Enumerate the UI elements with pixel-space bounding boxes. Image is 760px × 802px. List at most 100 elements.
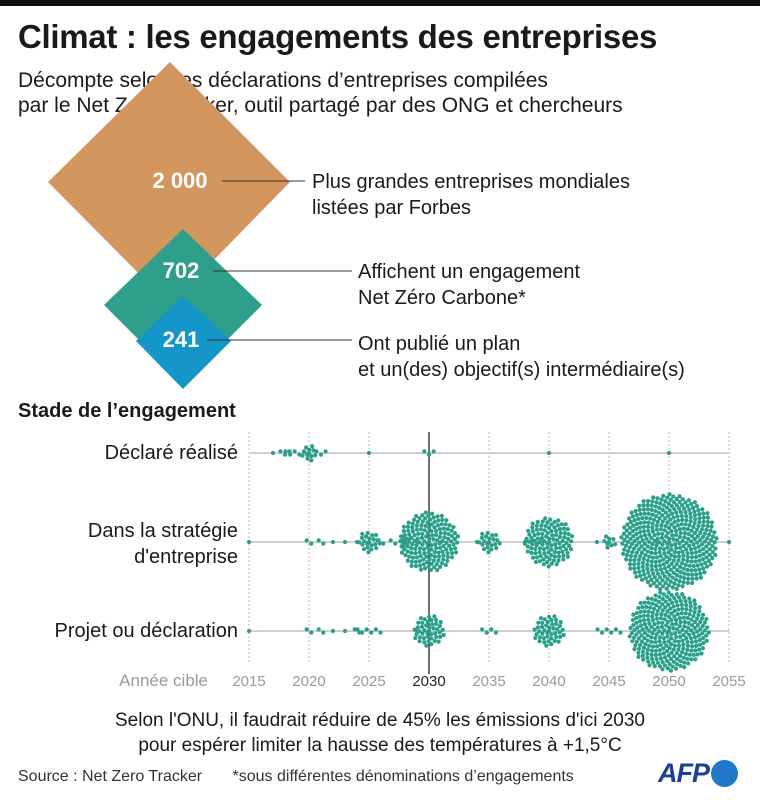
dot-1-2040-74 xyxy=(544,560,550,565)
dot-2-2050-1 xyxy=(665,630,670,635)
dot-1-2030-127 xyxy=(400,538,405,543)
dot-2-2050-238 xyxy=(697,609,702,614)
dot-2-2050-70 xyxy=(665,609,670,614)
dot-2-2050-99 xyxy=(676,607,681,612)
dot-1-2050-101 xyxy=(646,528,651,533)
dot-1-2050-212 xyxy=(700,534,705,540)
dot-1-2050-116 xyxy=(657,563,663,568)
dot-2-2050-134 xyxy=(677,653,683,658)
dot-0-2018-1 xyxy=(282,452,288,457)
dot-1-2040-44 xyxy=(552,525,557,530)
dot-1-2040-37 xyxy=(556,550,561,555)
dot-2-2050-288 xyxy=(706,630,711,635)
dot-1-2035-4 xyxy=(482,539,487,544)
dot-1-2050-397 xyxy=(637,503,642,508)
dot-1-2050-238 xyxy=(697,520,702,525)
dot-2-2050-41 xyxy=(658,616,664,621)
dot-1-2040-83 xyxy=(540,519,545,524)
dot-1-2050-262 xyxy=(700,557,706,562)
dot-1-2050-139 xyxy=(689,555,695,560)
dot-1-2030-20 xyxy=(420,531,425,537)
dot-1-2050-113 xyxy=(680,561,685,566)
dot-1-2035-10 xyxy=(490,533,495,538)
dot-1-2040-61 xyxy=(541,557,546,562)
dot-2-2050-197 xyxy=(667,661,672,667)
dot-2-2050-227 xyxy=(657,594,662,600)
dot-1-2050-357 xyxy=(638,573,643,579)
dot-1-2050-225 xyxy=(699,527,705,532)
dot-2-2050-226 xyxy=(651,660,656,665)
dot-2-2050-8 xyxy=(673,631,678,636)
dot-1-2050-144 xyxy=(695,540,700,545)
dot-2-2045-5 xyxy=(618,630,623,635)
afp-logo: AFP xyxy=(658,758,738,789)
dot-2-2050-203 xyxy=(634,620,639,625)
dot-1-2050-4 xyxy=(662,539,667,544)
dot-2-2050-256 xyxy=(674,592,679,597)
dot-2-2050-112 xyxy=(671,604,676,609)
dot-2-2040-30 xyxy=(534,632,539,637)
dot-1-2050-18 xyxy=(673,532,679,538)
dot-2-2025-3 xyxy=(369,630,374,635)
dot-1-2050-254 xyxy=(704,544,709,549)
dot-1-2025-8 xyxy=(373,542,378,547)
dot-1-2030-12 xyxy=(419,535,425,541)
dot-1-2040-62 xyxy=(539,523,544,528)
dot-1-2050-291 xyxy=(690,572,695,577)
dot-1-2050-344 xyxy=(632,566,637,571)
dot-2-2050-67 xyxy=(650,618,655,623)
row-label-strategie-line-1: Dans la stratégie xyxy=(87,520,238,542)
dot-1-2050-419 xyxy=(713,552,718,558)
dot-2-2050-48 xyxy=(658,642,663,648)
dot-2-2050-198 xyxy=(644,604,649,610)
dot-2-2050-245 xyxy=(634,610,640,616)
dot-1-2050-264 xyxy=(687,507,692,512)
dot-2-2030-11 xyxy=(429,636,434,641)
dot-1-2040-91 xyxy=(548,517,553,522)
dot-2-2050-26 xyxy=(677,623,682,629)
dot-1-2040-42 xyxy=(561,543,566,549)
dot-1-2023-0 xyxy=(342,539,348,545)
dot-1-2030-81 xyxy=(446,532,451,537)
dot-2-2030-44 xyxy=(432,614,437,619)
dot-2-2050-30 xyxy=(654,632,659,637)
dot-2-2050-43 xyxy=(653,635,658,641)
dot-2-2050-252 xyxy=(665,666,670,671)
dot-2-2050-74 xyxy=(664,649,670,654)
dot-1-2030-118 xyxy=(449,551,455,556)
dot-1-2040-70 xyxy=(545,520,550,525)
dot-1-2030-154 xyxy=(439,513,444,518)
dot-1-2015-0 xyxy=(246,539,252,545)
dot-1-2021-0 xyxy=(316,538,321,543)
dot-1-2025-2 xyxy=(367,536,372,541)
dot-1-2030-136 xyxy=(452,530,458,536)
dot-2-2050-147 xyxy=(683,651,689,657)
dot-1-2050-205 xyxy=(655,571,661,576)
dot-1-2030-150 xyxy=(418,567,424,572)
dot-2-2030-36 xyxy=(426,614,432,620)
un-note-line-1: Selon l'ONU, il faudrait réduire de 45% … xyxy=(114,710,645,731)
dot-1-2040-29 xyxy=(558,545,563,550)
dot-2-2050-28 xyxy=(662,617,667,622)
dot-1-2050-306 xyxy=(697,512,702,517)
dot-1-2050-252 xyxy=(665,577,670,582)
row-label-realise-line-1: Déclaré réalisé xyxy=(104,442,238,464)
dot-0-2018-2 xyxy=(287,449,292,454)
dot-1-2030-39 xyxy=(438,531,443,536)
dot-2-2030-32 xyxy=(429,642,434,647)
dot-2-2035-3 xyxy=(493,630,498,635)
dot-2-2050-246 xyxy=(702,620,707,625)
dot-1-2050-231 xyxy=(670,575,675,580)
dot-1-2050-155 xyxy=(675,567,680,573)
dot-1-2050-128 xyxy=(687,523,692,528)
dot-1-2040-47 xyxy=(562,535,567,540)
dot-1-2050-165 xyxy=(696,544,701,549)
dot-1-2050-364 xyxy=(710,549,715,555)
dot-1-2030-71 xyxy=(441,553,446,558)
dot-1-2050-147 xyxy=(683,562,689,568)
dot-2-2050-129 xyxy=(662,655,668,660)
dot-2-2050-68 xyxy=(686,625,691,630)
diamond-plan xyxy=(136,296,231,389)
dot-2-2050-135 xyxy=(641,618,647,623)
dot-1-2040-93 xyxy=(524,536,529,541)
